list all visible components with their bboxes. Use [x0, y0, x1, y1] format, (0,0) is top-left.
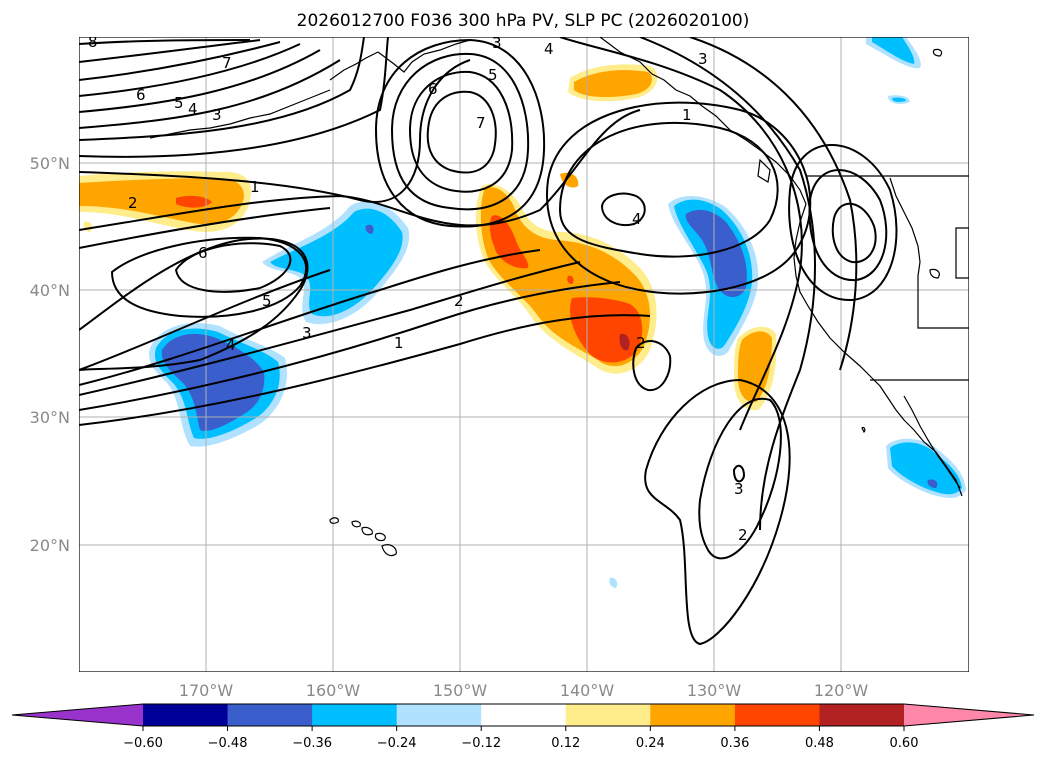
- colorbar-tick-label: −0.48: [208, 736, 248, 751]
- colorbar-segment: [396, 704, 482, 726]
- colorbar-tick-label: −0.36: [292, 736, 332, 751]
- colorbar-segment: [312, 704, 398, 726]
- svg-text:6: 6: [136, 86, 146, 104]
- lon-label-130w: 130°W: [687, 681, 742, 700]
- map-panel: 8 7 6 5 4 3 2 1 3 4 5 6 7 3 4 1 2 6 5 3 …: [79, 33, 969, 672]
- svg-text:5: 5: [262, 292, 272, 310]
- svg-text:2: 2: [738, 526, 748, 544]
- colorbar-tick-label: 0.24: [636, 736, 665, 751]
- colorbar-tick-label: 0.48: [805, 736, 834, 751]
- colorbar-tick-label: 0.36: [720, 736, 749, 751]
- colorbar-tick-label: −0.60: [123, 736, 163, 751]
- svg-text:2: 2: [454, 292, 464, 310]
- svg-text:4: 4: [632, 210, 642, 228]
- svg-text:5: 5: [488, 66, 498, 84]
- svg-text:1: 1: [250, 178, 260, 196]
- coastlines: [149, 37, 969, 557]
- colorbar-segment: [650, 704, 736, 726]
- colorbar-ticks: −0.60 −0.48 −0.36 −0.24 −0.12 0.12 0.24 0.36 0.4…: [123, 726, 918, 751]
- svg-text:7: 7: [476, 114, 486, 132]
- colorbar-extend-high: [904, 704, 1034, 726]
- svg-text:2: 2: [636, 334, 646, 352]
- colorbar-extend-low: [12, 704, 143, 726]
- svg-text:3: 3: [698, 50, 708, 68]
- lat-label-20n: 20°N: [30, 536, 70, 555]
- svg-text:8: 8: [88, 33, 98, 51]
- slp-contours: [79, 37, 898, 646]
- svg-text:7: 7: [222, 54, 232, 72]
- svg-text:3: 3: [492, 34, 502, 52]
- map-title: 2026012700 F036 300 hPa PV, SLP PC (2026…: [297, 11, 750, 31]
- svg-text:1: 1: [394, 334, 404, 352]
- lat-label-30n: 30°N: [30, 408, 70, 427]
- colorbar-tick-label: 0.12: [551, 736, 580, 751]
- lon-label-160w: 160°W: [306, 681, 361, 700]
- lon-label-150w: 150°W: [433, 681, 488, 700]
- svg-text:4: 4: [544, 40, 554, 58]
- lat-label-40n: 40°N: [30, 281, 70, 300]
- lon-label-120w: 120°W: [814, 681, 869, 700]
- latitude-labels: 50°N 40°N 30°N 20°N: [30, 154, 70, 555]
- svg-text:2: 2: [128, 194, 138, 212]
- colorbar-segment: [227, 704, 313, 726]
- svg-text:1: 1: [682, 106, 692, 124]
- svg-text:6: 6: [428, 80, 438, 98]
- colorbar-segment: [819, 704, 905, 726]
- pv-shading: [79, 37, 966, 588]
- colorbar-tick-label: −0.12: [461, 736, 501, 751]
- svg-text:3: 3: [302, 324, 312, 342]
- svg-text:3: 3: [734, 480, 744, 498]
- svg-text:4: 4: [188, 100, 198, 118]
- lat-label-50n: 50°N: [30, 154, 70, 173]
- svg-text:3: 3: [212, 106, 222, 124]
- lon-label-170w: 170°W: [179, 681, 234, 700]
- colorbar: [11, 703, 1035, 727]
- colorbar-tick-label: −0.24: [377, 736, 417, 751]
- svg-text:4: 4: [226, 336, 236, 354]
- lon-label-140w: 140°W: [560, 681, 615, 700]
- svg-text:5: 5: [174, 94, 184, 112]
- colorbar-segment: [565, 704, 651, 726]
- longitude-labels: 170°W 160°W 150°W 140°W 130°W 120°W: [179, 681, 869, 700]
- colorbar-tick-label: 0.60: [890, 736, 919, 751]
- slp-contour-labels: 8 7 6 5 4 3 2 1 3 4 5 6 7 3 4 1 2 6 5 3 …: [88, 33, 748, 544]
- colorbar-segment: [143, 704, 229, 726]
- colorbar-segment: [734, 704, 820, 726]
- svg-text:6: 6: [198, 244, 208, 262]
- colorbar-segment: [481, 704, 567, 726]
